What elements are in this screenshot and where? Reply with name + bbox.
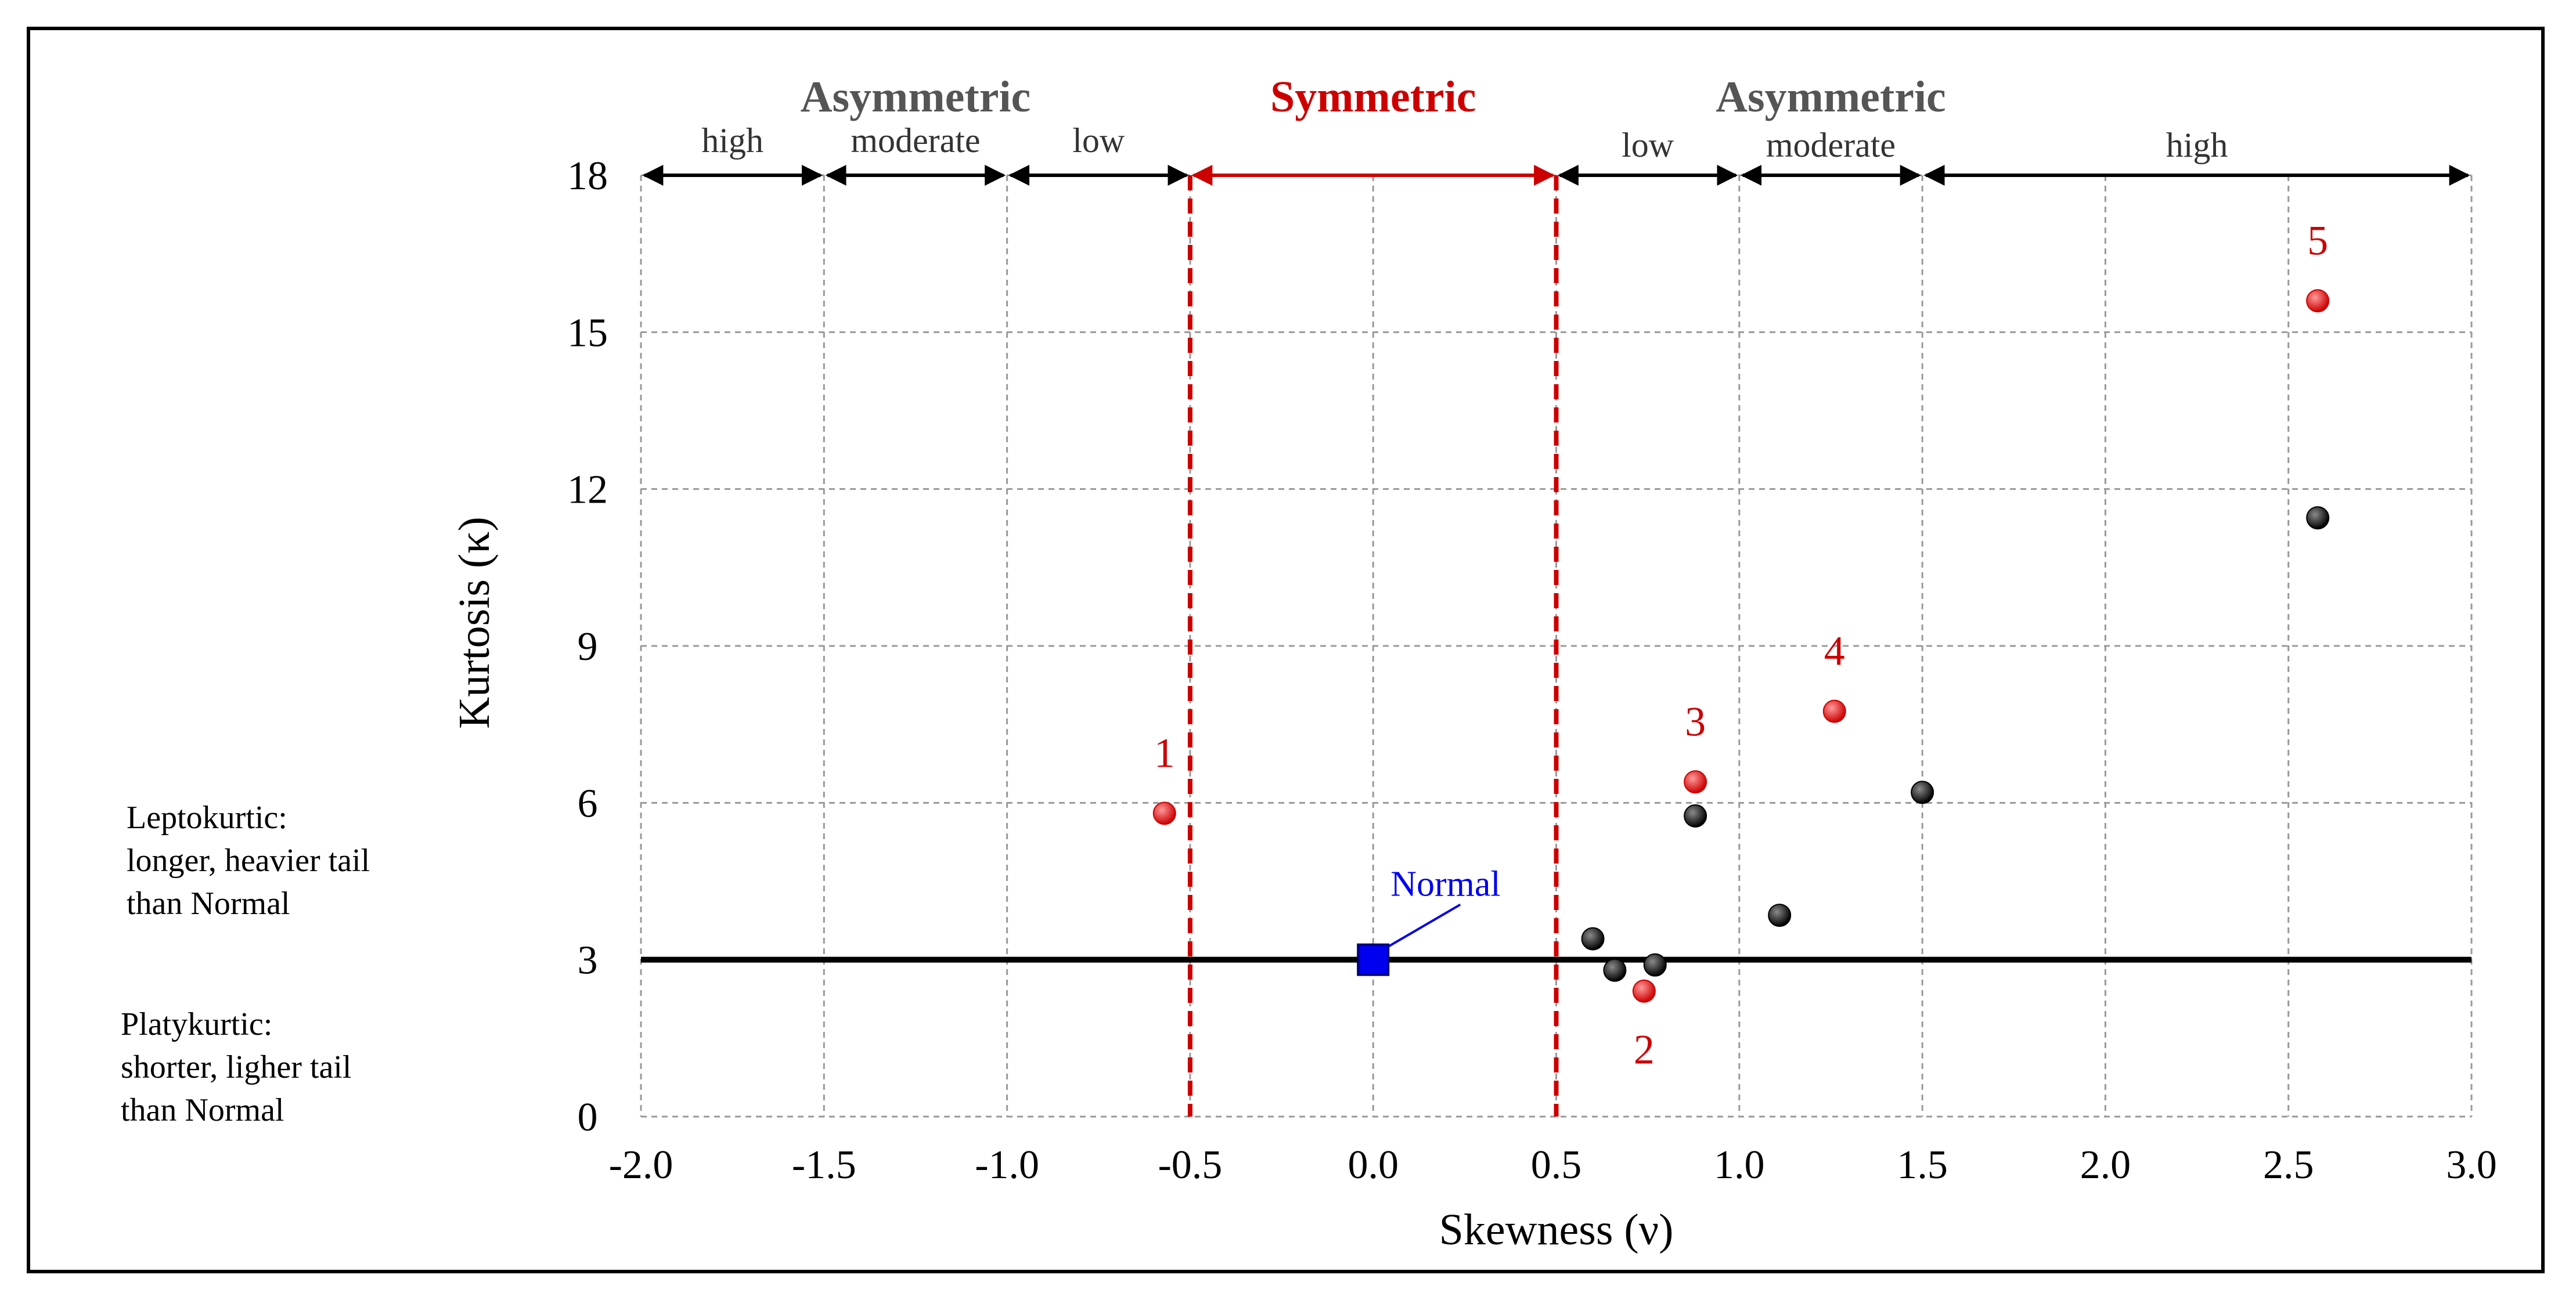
point-label-2: 2 [1634,1027,1655,1073]
range-label-5: moderate [1766,126,1896,164]
normal-square-marker [1357,943,1390,976]
y-tick-label-0: 0 [578,1095,598,1140]
point-label-4: 4 [1824,628,1845,674]
tick-labels: -2.0 -1.5 -1.0 -0.5 0.0 0.5 1.0 1.5 2.0 2.5 3.0 0 3 6… [567,154,2497,1187]
point-numbered-4 [2306,289,2330,313]
x-tick-label-5: 0.5 [1531,1143,1582,1187]
range-arrows: high moderate low low moderate high [642,121,2470,186]
x-tick-label-1: -1.5 [792,1143,856,1187]
range-label-4: low [1622,126,1674,164]
normal-label: Normal [1390,865,1500,904]
point-other-1 [1603,958,1627,982]
point-numbered-3 [1822,699,1846,723]
x-tick-label-2: -1.0 [975,1143,1039,1187]
point-label-1: 1 [1154,730,1175,776]
point-other-4 [1768,904,1792,927]
range-label-6: high [2166,126,2228,164]
y-tick-label-1: 3 [578,938,598,983]
point-label-5: 5 [2307,217,2328,263]
point-numbered-0 [1152,801,1176,825]
y-tick-label-3: 9 [578,624,598,669]
x-tick-label-10: 3.0 [2446,1143,2497,1187]
point-other-3 [1684,804,1707,828]
point-numbered-2 [1684,770,1707,794]
x-tick-label-0: -2.0 [609,1143,673,1187]
chart-frame: high moderate low low moderate high Asymmetri… [27,27,2545,1273]
point-numbered-1 [1632,979,1656,1003]
x-axis-label: Skewness (ν) [1439,1205,1674,1254]
leptokurtic-note: Leptokurtic: longer, heavier tail than N… [127,800,370,922]
y-tick-label-4: 12 [567,468,608,512]
range-label-0: high [701,121,763,160]
y-tick-label-2: 6 [578,781,598,826]
y-tick-label-5: 15 [567,310,608,355]
normal-pointer-line [1383,903,1461,951]
range-label-2: low [1072,121,1125,160]
section-header-2: Asymmetric [1716,73,1946,121]
symmetric-bounds [1187,175,1559,1117]
y-tick-label-6: 18 [567,154,608,198]
point-other-0 [1581,927,1605,951]
x-tick-label-4: 0.0 [1348,1143,1399,1187]
platykurtic-note: Platykurtic: shorter, ligher tail than N… [121,1006,352,1128]
x-tick-label-7: 1.5 [1897,1143,1948,1187]
y-axis-label: Kurtosis (κ) [450,517,499,729]
section-headers: Asymmetric Symmetric Asymmetric [801,73,1946,121]
point-other-2 [1643,953,1667,977]
x-tick-label-3: -0.5 [1158,1143,1222,1187]
section-header-1: Symmetric [1270,73,1476,121]
data-points: 1 2 3 4 5 Normal [1152,217,2330,1073]
skewness-kurtosis-chart: high moderate low low moderate high Asymmetri… [450,73,2497,1254]
point-label-3: 3 [1685,698,1706,745]
point-other-5 [1911,781,1934,804]
point-other-6 [2306,506,2330,530]
x-tick-label-8: 2.0 [2080,1143,2131,1187]
section-header-0: Asymmetric [801,73,1031,121]
x-tick-label-6: 1.0 [1714,1143,1765,1187]
x-tick-label-9: 2.5 [2263,1143,2314,1187]
range-label-1: moderate [851,121,980,160]
